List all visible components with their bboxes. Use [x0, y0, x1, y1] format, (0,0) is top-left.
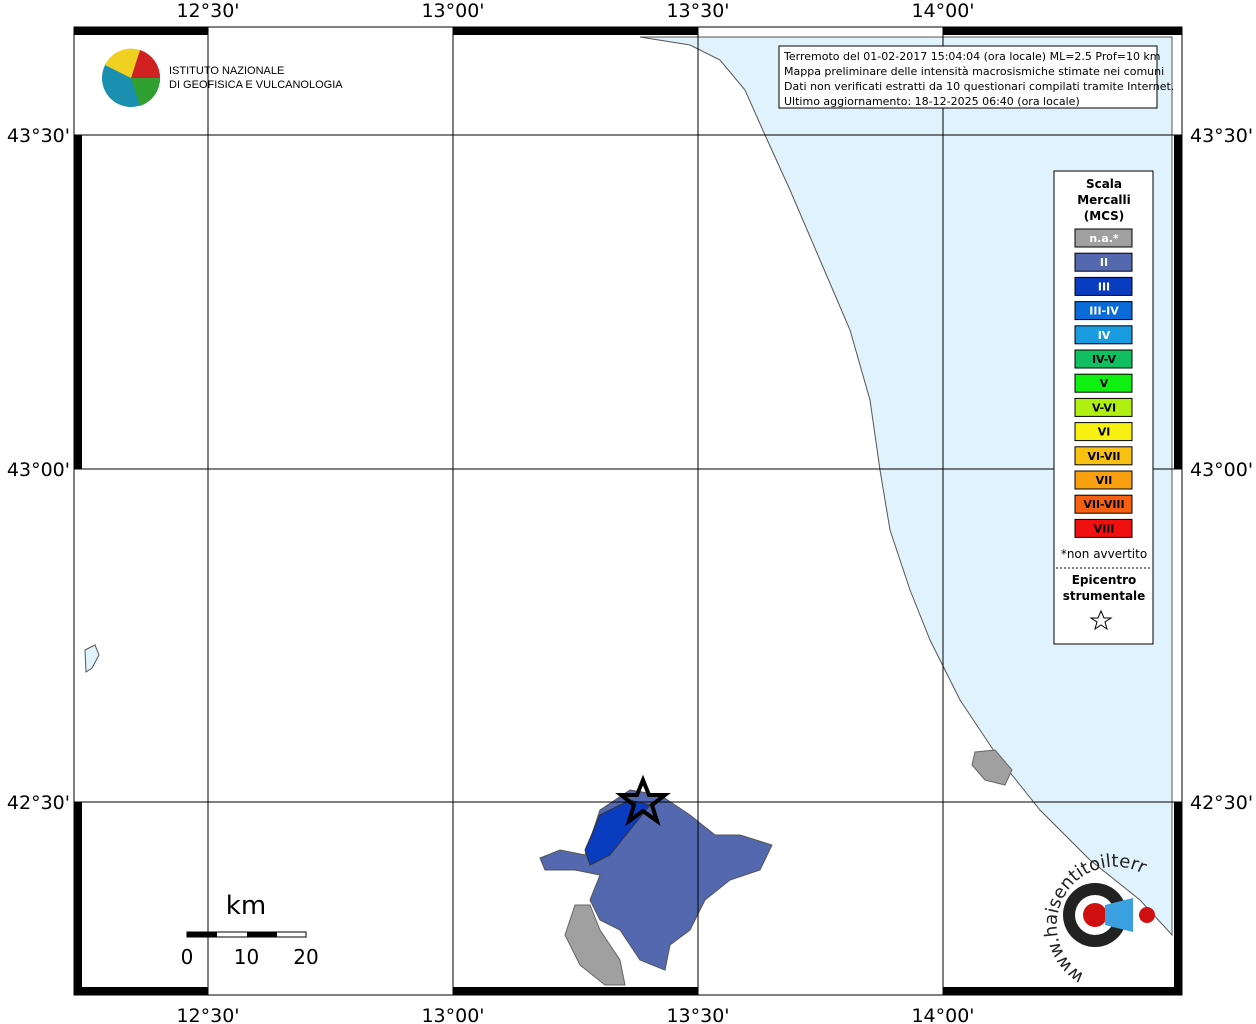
y-axis-label: 43°30': [1190, 125, 1253, 147]
frame-border: [74, 27, 1182, 995]
legend-swatch: [1074, 446, 1133, 466]
y-axis-label: 43°00': [1190, 459, 1253, 481]
site-logo: [1063, 883, 1155, 947]
legend-item: IV-V: [1092, 353, 1117, 366]
legend-item: VI: [1098, 426, 1111, 439]
x-axis-label: 13°30': [666, 0, 729, 22]
legend-swatch: [1074, 470, 1133, 490]
legend-item: VII: [1096, 474, 1113, 487]
info-line: Dati non verificati estratti da 10 quest…: [784, 80, 1174, 93]
legend-note: *non avvertito: [1061, 547, 1147, 561]
y-axis-label: 43°30': [7, 125, 70, 147]
legend-swatch: [1074, 422, 1133, 442]
legend-swatch: [1074, 373, 1133, 393]
legend-swatch: [1074, 252, 1133, 272]
info-line: Terremoto del 01-02-2017 15:04:04 (ora l…: [783, 50, 1161, 63]
lake: [84, 644, 100, 673]
legend-title: Scala: [1086, 177, 1122, 191]
info-box: [778, 45, 1158, 109]
scale-bar: [186, 931, 307, 938]
x-axis-label: 13°30': [666, 1005, 729, 1024]
legend-epicentre: Epicentro: [1072, 573, 1137, 587]
scale-tick: 10: [234, 945, 259, 969]
area-na: [971, 749, 1013, 786]
logo-text: DI GEOFISICA E VULCANOLOGIA: [169, 79, 343, 91]
legend-swatch: [1074, 494, 1133, 514]
x-axis-label: 14°00': [911, 0, 974, 22]
info-line: Ultimo aggiornamento: 18-12-2025 06:40 (…: [784, 95, 1080, 108]
legend-star: [1089, 609, 1113, 631]
y-axis-label: 43°00': [7, 459, 70, 481]
legend-title: Mercalli: [1077, 193, 1131, 207]
x-axis-label: 14°00': [911, 1005, 974, 1024]
legend-swatch: [1074, 276, 1133, 296]
legend-swatch: [1074, 349, 1133, 369]
legend-item: IV: [1098, 329, 1111, 342]
x-axis-label: 12°30': [176, 0, 239, 22]
legend-swatch: [1074, 228, 1133, 248]
legend-item: II: [1100, 256, 1108, 269]
x-axis-label: 12°30': [176, 1005, 239, 1024]
legend-item: VIII: [1094, 522, 1115, 535]
sea: [639, 36, 1173, 937]
logo-text: ISTITUTO NAZIONALE: [169, 65, 284, 77]
x-axis-label: 13°00': [421, 0, 484, 22]
legend-item: V: [1100, 377, 1109, 390]
area-na: [564, 904, 626, 986]
legend-epicentre: strumentale: [1063, 589, 1146, 603]
legend-item: III: [1098, 280, 1110, 293]
info-line: Mappa preliminare delle intensità macros…: [784, 65, 1164, 78]
legend-swatch: [1074, 518, 1133, 538]
legend-item: V-VI: [1092, 401, 1116, 414]
epicentre: [615, 774, 671, 827]
y-axis-label: 42°30': [7, 792, 70, 814]
legend-title: (MCS): [1084, 209, 1125, 223]
legend-swatch: [1074, 397, 1133, 417]
legend-item: VI-VII: [1087, 450, 1120, 463]
ingv-logo: [102, 48, 161, 107]
legend-swatch: [1074, 301, 1133, 321]
scale-unit: km: [226, 891, 266, 921]
legend-swatch: [1074, 325, 1133, 345]
legend-item: VII-VIII: [1083, 498, 1124, 511]
scale-tick: 0: [181, 945, 194, 969]
graticule: [74, 27, 1182, 995]
legend-item: n.a.*: [1089, 232, 1119, 245]
legend-item: III-IV: [1089, 305, 1119, 318]
x-axis-label: 13°00': [421, 1005, 484, 1024]
y-axis-label: 42°30': [1190, 792, 1253, 814]
scale-tick: 20: [293, 945, 318, 969]
